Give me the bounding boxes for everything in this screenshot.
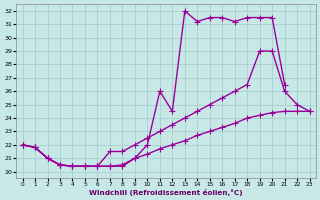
X-axis label: Windchill (Refroidissement éolien,°C): Windchill (Refroidissement éolien,°C): [89, 189, 243, 196]
